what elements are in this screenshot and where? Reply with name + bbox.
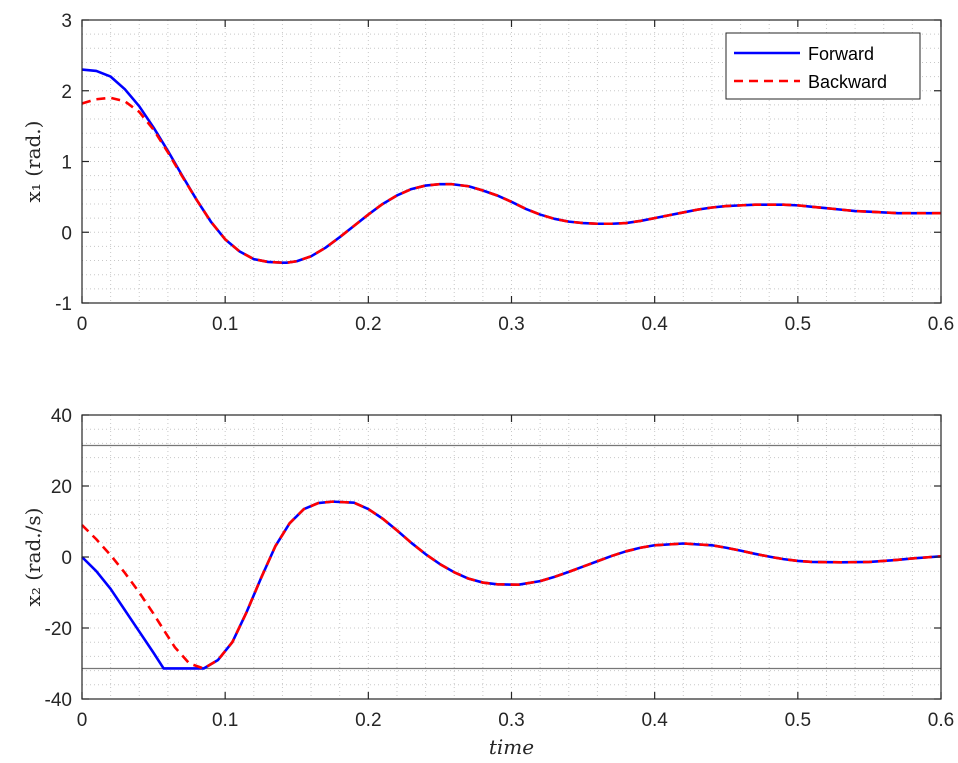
- y-tick-label-3: 3: [61, 11, 72, 32]
- x-tick-label-0p5: 0.5: [785, 710, 811, 731]
- y-tick-label-0: 0: [61, 548, 72, 569]
- series-group-x1: [81, 68, 941, 264]
- x-tick-label-0p3: 0.3: [498, 314, 524, 335]
- y-tick-label-neg1: -1: [55, 294, 72, 315]
- ticks-x2: 0 0.1 0.2 0.3 0.4 0.5 0.6 -40 -20 0 20 40: [45, 406, 955, 731]
- x-tick-label-0p2: 0.2: [355, 710, 381, 731]
- x-tick-label-0p6: 0.6: [928, 710, 954, 731]
- x-tick-label-0: 0: [77, 314, 88, 335]
- y-tick-label-neg20: -20: [45, 619, 72, 640]
- legend: Forward Backward: [725, 32, 921, 100]
- x-tick-label-0p4: 0.4: [641, 710, 668, 731]
- reference-lines-x2: [82, 444, 941, 670]
- x-tick-label-0p3: 0.3: [498, 710, 524, 731]
- x-axis-label-time: time: [489, 735, 534, 759]
- legend-label-backward: Backward: [808, 72, 887, 92]
- y-axis-label-x2: x₂ (rad./s): [21, 508, 45, 607]
- y-tick-label-0: 0: [61, 223, 72, 244]
- x-tick-label-0: 0: [77, 710, 88, 731]
- series-line-backward: [81, 96, 941, 264]
- y-tick-label-20: 20: [51, 477, 72, 498]
- legend-box: [725, 32, 921, 100]
- x-tick-label-0p6: 0.6: [928, 314, 954, 335]
- y-axis-label-x1: x₁ (rad.): [21, 121, 45, 203]
- y-tick-label-1: 1: [61, 153, 72, 174]
- subplot-x2: 0 0.1 0.2 0.3 0.4 0.5 0.6 -40 -20 0 20 40 x₂ (rad./…: [21, 406, 954, 759]
- x-tick-label-0p1: 0.1: [212, 710, 238, 731]
- x-tick-label-0p1: 0.1: [212, 314, 238, 335]
- x-tick-label-0p4: 0.4: [641, 314, 668, 335]
- legend-label-forward: Forward: [808, 44, 874, 64]
- y-tick-label-40: 40: [51, 406, 72, 427]
- grid-x2: [82, 415, 941, 699]
- y-tick-label-neg40: -40: [45, 690, 72, 711]
- x-tick-label-0p2: 0.2: [355, 314, 381, 335]
- y-tick-label-2: 2: [61, 82, 72, 103]
- series-line-backward: [81, 500, 942, 670]
- x-tick-label-0p5: 0.5: [785, 314, 811, 335]
- series-group-x2: [81, 500, 942, 670]
